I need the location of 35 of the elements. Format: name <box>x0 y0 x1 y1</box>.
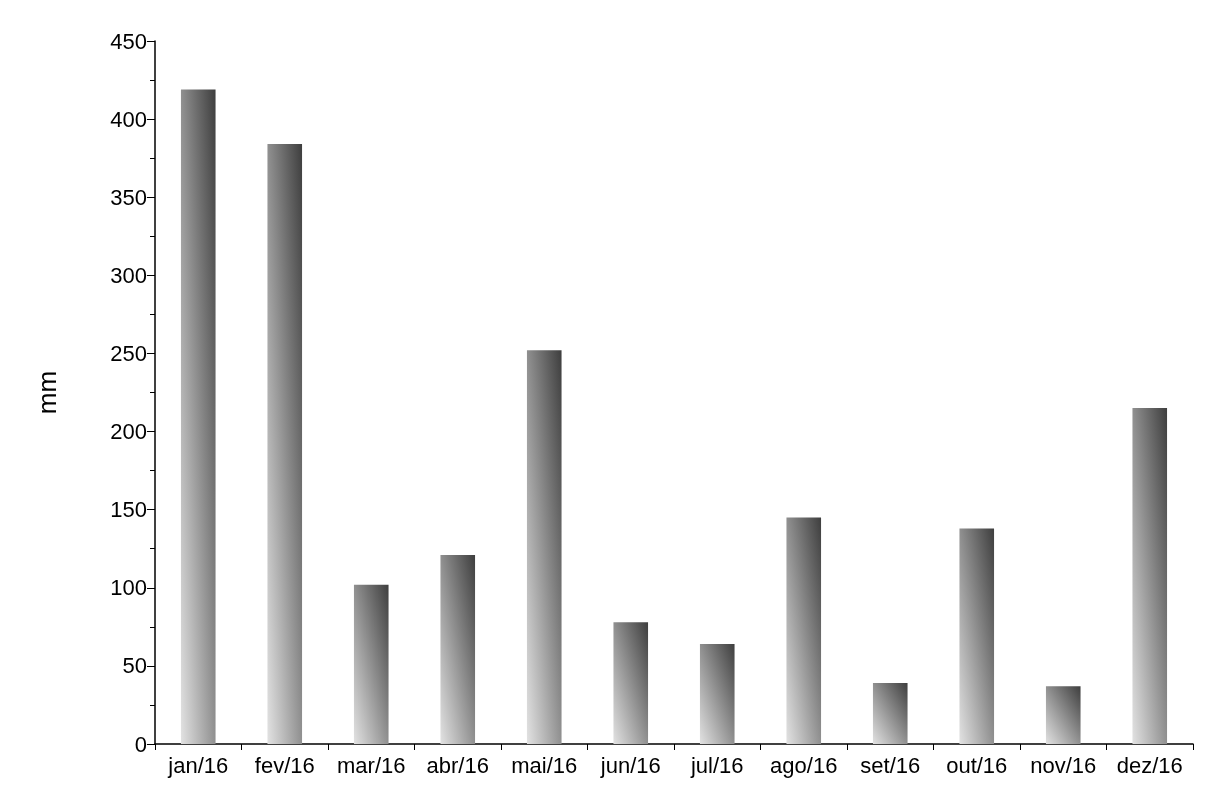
x-tick-label: out/16 <box>946 752 1008 778</box>
bar <box>180 89 216 744</box>
x-tick-label: mar/16 <box>337 752 406 778</box>
bar <box>613 622 649 744</box>
y-tick-label: 150 <box>110 497 147 523</box>
x-tick-label: fev/16 <box>254 752 315 778</box>
y-tick-label: 50 <box>122 653 147 679</box>
x-tick-label: nov/16 <box>1030 752 1097 778</box>
bar <box>786 517 822 744</box>
y-tick-label: 350 <box>110 184 147 210</box>
bar <box>872 683 908 744</box>
x-tick-label: jun/16 <box>599 752 661 778</box>
x-tick-label: ago/16 <box>770 752 838 778</box>
bar <box>440 554 476 744</box>
x-tick-label: abr/16 <box>426 752 489 778</box>
bar <box>267 144 303 744</box>
bar <box>1045 686 1081 744</box>
bar <box>1132 408 1168 744</box>
y-tick-label: 400 <box>110 106 147 132</box>
x-tick-label: jul/16 <box>689 752 744 778</box>
bar <box>353 584 389 744</box>
x-tick-label: set/16 <box>860 752 921 778</box>
x-tick-label: jan/16 <box>167 752 229 778</box>
y-tick-label: 200 <box>110 419 147 445</box>
bar <box>959 528 995 744</box>
bar <box>699 644 735 744</box>
y-tick-label: 100 <box>110 575 147 601</box>
y-tick-label: 0 <box>134 731 147 757</box>
y-tick-label: 250 <box>110 340 147 366</box>
x-tick-label: dez/16 <box>1116 752 1183 778</box>
x-tick-label: mai/16 <box>511 752 578 778</box>
y-axis-title: mm <box>32 370 62 415</box>
y-tick-label: 450 <box>110 28 147 54</box>
y-tick-label: 300 <box>110 262 147 288</box>
bar <box>526 350 562 744</box>
